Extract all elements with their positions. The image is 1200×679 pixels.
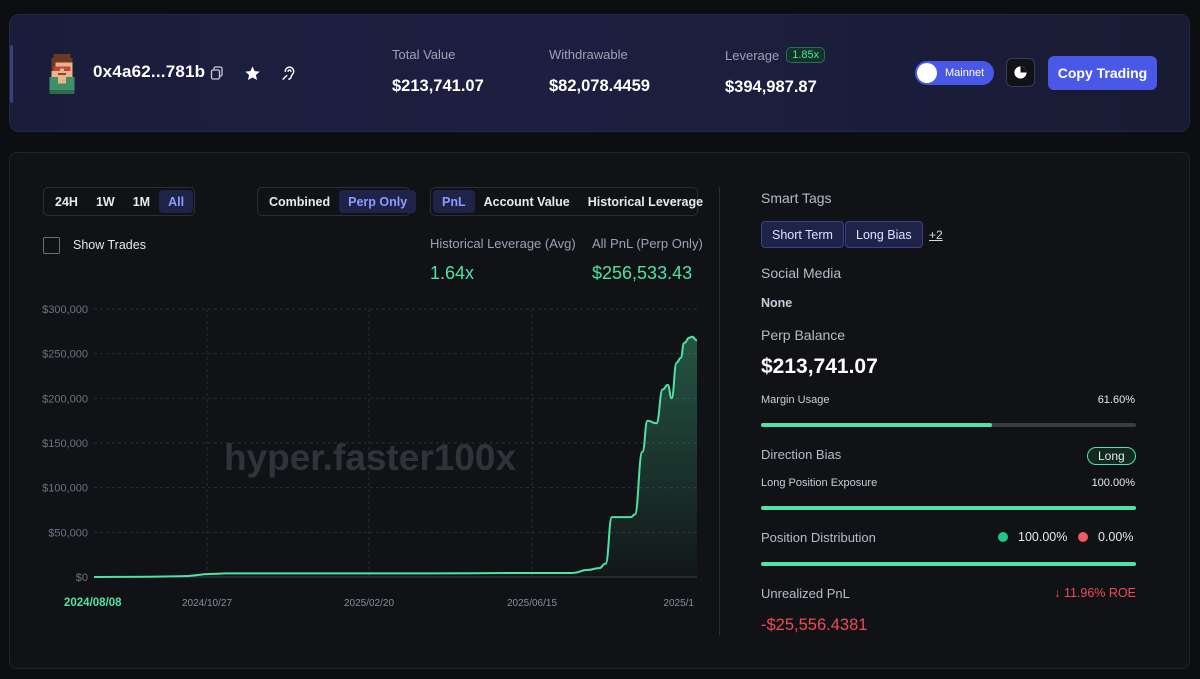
metric-tab-pnl[interactable]: PnL <box>433 190 475 213</box>
direction-bias-badge: Long <box>1087 447 1136 465</box>
all-pnl-metric: All PnL (Perp Only) $256,533.43 <box>592 236 703 284</box>
portfolio-chart-button[interactable] <box>1006 58 1035 87</box>
range-tab-24h[interactable]: 24H <box>55 194 78 209</box>
social-media-value: None <box>761 296 793 310</box>
short-dot-icon <box>1078 532 1088 542</box>
margin-usage-value: 61.60% <box>1097 394 1135 406</box>
position-distribution-label: Position Distribution <box>761 530 876 545</box>
avatar <box>49 54 75 94</box>
y-tick-label: $200,000 <box>42 393 88 405</box>
x-tick-label: 2025/1 <box>663 598 694 609</box>
y-tick-label: $50,000 <box>48 527 88 539</box>
leverage-label: Leverage <box>725 47 780 63</box>
pnl-chart: hyper.faster100x $0 $50,000 $100,000 $150,0… <box>42 304 698 609</box>
range-tabs: 24H 1W 1M All <box>43 187 195 216</box>
dist-long-value: 100.00% <box>1018 530 1068 544</box>
hist-leverage-value: 1.64x <box>430 263 475 283</box>
copy-trading-button[interactable]: Copy Trading <box>1048 56 1157 90</box>
y-axis-labels: $0 $50,000 $100,000 $150,000 $200,000 $250,00… <box>42 304 88 584</box>
show-trades-checkbox[interactable] <box>43 237 60 254</box>
network-label: Mainnet <box>945 67 985 79</box>
withdrawable-label: Withdrawable <box>549 47 628 62</box>
mode-tab-perp-only[interactable]: Perp Only <box>339 190 417 213</box>
pnl-line <box>93 335 698 578</box>
tag-short-term[interactable]: Short Term <box>761 221 844 248</box>
x-tick-label: 2024/10/27 <box>182 598 232 609</box>
metric-tab-historical-leverage[interactable]: Historical Leverage <box>587 194 704 209</box>
margin-usage-bar <box>761 423 1136 427</box>
y-tick-label: $0 <box>76 572 88 584</box>
margin-usage-fill <box>761 423 992 427</box>
exposure-fill <box>761 506 1136 510</box>
margin-usage-label: Margin Usage <box>761 394 830 406</box>
range-tab-all[interactable]: All <box>159 190 194 213</box>
watermark: hyper.faster100x <box>224 437 517 478</box>
x-tick-label: 2025/02/20 <box>344 598 394 609</box>
total-value-label: Total Value <box>392 47 456 62</box>
network-toggle[interactable]: Mainnet <box>915 61 994 85</box>
smart-tags-title: Smart Tags <box>761 190 832 206</box>
copy-icon[interactable] <box>207 63 227 83</box>
metric-tabs: PnL Account Value Historical Leverage <box>430 187 703 216</box>
withdrawable-value: $82,078.4459 <box>549 77 650 95</box>
exposure-value: 100.00% <box>1091 477 1135 489</box>
y-tick-label: $300,000 <box>42 304 88 316</box>
tag-long-bias[interactable]: Long Bias <box>845 221 923 248</box>
roe-value: ↓ 11.96% ROE <box>1054 586 1136 600</box>
y-tick-label: $150,000 <box>42 438 88 450</box>
listen-icon[interactable] <box>279 63 299 83</box>
unrealized-pnl-label: Unrealized PnL <box>761 586 850 601</box>
hist-leverage-label: Historical Leverage (Avg) <box>430 236 576 251</box>
total-value-stat: Total Value $213,741.07 <box>392 47 484 96</box>
hist-leverage-metric: Historical Leverage (Avg) 1.64x <box>430 236 576 284</box>
mode-tabs: Combined Perp Only <box>257 187 417 216</box>
x-tick-label: 2025/06/15 <box>507 598 557 609</box>
exposure-label: Long Position Exposure <box>761 477 878 489</box>
exposure-bar <box>761 506 1136 510</box>
dist-long: 100.00% <box>998 530 1067 544</box>
range-tab-1w[interactable]: 1W <box>95 194 115 209</box>
unrealized-pnl-value: -$25,556.4381 <box>761 616 868 634</box>
perp-balance-value: $213,741.07 <box>761 355 878 378</box>
pie-chart-icon <box>1014 66 1027 79</box>
all-pnl-label: All PnL (Perp Only) <box>592 236 703 251</box>
withdrawable-stat: Withdrawable $82,078.4459 <box>549 47 650 96</box>
mode-tab-combined[interactable]: Combined <box>269 194 331 209</box>
distribution-bar <box>761 562 1136 566</box>
leverage-stat: Leverage 1.85x $394,987.87 <box>725 47 826 97</box>
toggle-knob <box>917 63 937 83</box>
dist-short: 0.00% <box>1078 530 1133 544</box>
panel-divider <box>719 187 720 635</box>
direction-bias-label: Direction Bias <box>761 447 842 462</box>
star-icon[interactable] <box>242 63 262 83</box>
range-tab-1m[interactable]: 1M <box>132 194 151 209</box>
header-accent-bar <box>10 45 13 103</box>
pnl-area <box>94 336 697 577</box>
more-tags-link[interactable]: +2 <box>929 228 943 242</box>
distribution-fill <box>761 562 1136 566</box>
x-axis-labels: 2024/08/08 2024/10/27 2025/02/20 2025/06/15… <box>64 597 694 609</box>
y-tick-label: $100,000 <box>42 483 88 495</box>
show-trades-label: Show Trades <box>73 238 146 252</box>
leverage-badge: 1.85x <box>786 47 826 63</box>
y-tick-label: $250,000 <box>42 349 88 361</box>
total-value: $213,741.07 <box>392 77 484 95</box>
perp-balance-title: Perp Balance <box>761 327 846 343</box>
leverage-label-row: Leverage 1.85x <box>725 47 826 63</box>
social-media-title: Social Media <box>761 265 842 281</box>
all-pnl-value: $256,533.43 <box>592 263 693 283</box>
dist-short-value: 0.00% <box>1098 530 1134 544</box>
x-tick-label: 2024/08/08 <box>64 597 122 609</box>
leverage-value: $394,987.87 <box>725 78 817 96</box>
main-panel <box>9 152 1190 669</box>
long-dot-icon <box>998 532 1008 542</box>
wallet-address: 0x4a62...781b <box>93 62 206 81</box>
metric-tab-account-value[interactable]: Account Value <box>483 194 570 209</box>
